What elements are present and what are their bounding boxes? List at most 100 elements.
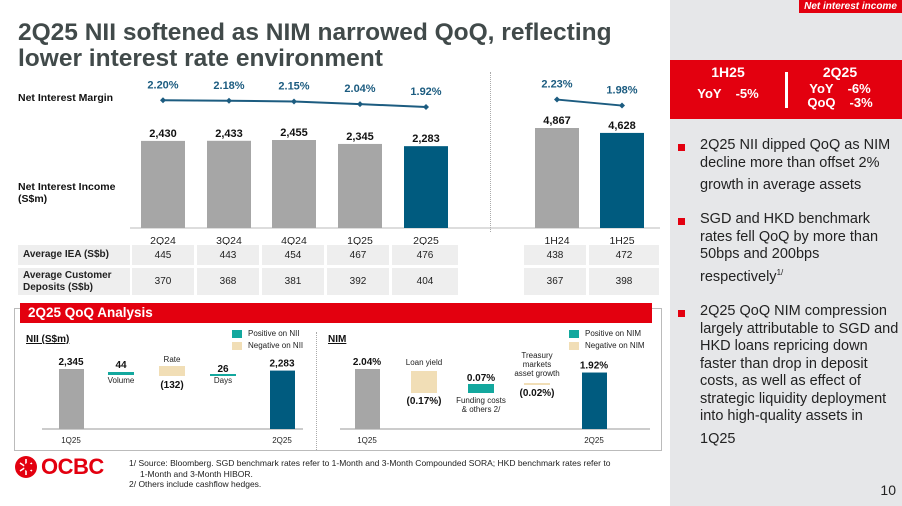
x-tick-label: 1Q25 <box>357 436 377 445</box>
kpi-2q25-header: 2Q25 <box>822 64 858 80</box>
x-tick-label: 1H25 <box>609 235 634 245</box>
kpi-label: YoY <box>697 86 722 101</box>
nim-axis-label: Net Interest Margin <box>18 92 114 104</box>
legend-negative: Negative on NIM <box>569 341 645 350</box>
nii-bar-1H25 <box>600 132 644 228</box>
swatch-icon <box>232 329 242 338</box>
qoq-waterfall-charts: 2,345 1Q25 2,283 2Q25 44 Volume Rate (132) 26Day… <box>42 351 650 445</box>
nii-value-label: 4,628 <box>608 120 636 132</box>
page-number: 10 <box>880 482 896 498</box>
nim-total-label: 1.92% <box>580 361 608 372</box>
nim-loan-yield-bar <box>411 371 437 393</box>
table-cell: 368 <box>197 268 259 295</box>
bullet-text: SGD and HKD benchmark rates fell QoQ by … <box>700 211 879 285</box>
nii-total-bar <box>59 369 84 429</box>
x-tick-label: 4Q24 <box>281 235 307 245</box>
nim-value-label: 1.98% <box>606 85 637 97</box>
nii-days-value: 26 <box>217 364 229 375</box>
nim-treasury-value: (0.02%) <box>519 388 554 399</box>
nim-total-bar <box>355 369 380 429</box>
x-tick-label: 1Q25 <box>347 235 373 245</box>
nii-legend: Positive on NII Negative on NII <box>232 329 303 353</box>
footnote-1: 1/ Source: Bloomberg. SGD benchmark rate… <box>129 458 611 468</box>
x-tick-label: 3Q24 <box>216 235 242 245</box>
table-cell: 472 <box>589 245 659 265</box>
table-row-header: Average IEA (S$b) <box>18 245 130 265</box>
nim-treasury-label: Treasury <box>521 351 552 360</box>
qoq-separator <box>316 332 317 450</box>
table-cell: 398 <box>589 268 659 295</box>
bullet-item: SGD and HKD benchmark rates fell QoQ by … <box>678 211 900 286</box>
ocbc-emblem-icon <box>15 456 37 478</box>
qoq-analysis-title: 2Q25 QoQ Analysis <box>20 303 652 323</box>
kpi-value: -3% <box>849 95 873 110</box>
nim-loan-yield-label: Loan yield <box>406 358 442 367</box>
x-tick-label: 2Q25 <box>413 235 439 245</box>
nii-nim-chart: 2,430 2Q24 2,433 3Q24 2,455 4Q24 2,345 1Q25 2,28… <box>130 79 660 245</box>
nim-legend: Positive on NIM Negative on NIM <box>569 329 645 353</box>
x-tick-label: 1H24 <box>544 235 569 245</box>
nii-value-label: 4,867 <box>543 115 571 127</box>
nim-line <box>556 98 623 107</box>
nii-value-label: 2,345 <box>346 131 374 143</box>
nim-point <box>357 101 363 108</box>
kpi-1h25-yoy: YoY -5% <box>678 87 778 101</box>
legend-negative: Negative on NII <box>232 341 303 350</box>
nim-funding-bar <box>468 384 494 393</box>
nim-treasury-label: asset growth <box>514 369 559 378</box>
page-title: 2Q25 NII softened as NIM narrowed QoQ, r… <box>18 19 612 72</box>
nii-value-label: 2,433 <box>215 128 243 140</box>
nim-waterfall-title: NIM <box>328 334 347 345</box>
nii-value-label: 2,283 <box>412 133 440 145</box>
nim-point <box>226 97 232 104</box>
footnotes: 1/ Source: Bloomberg. SGD benchmark rate… <box>129 458 649 490</box>
kpi-label: QoQ <box>807 95 836 110</box>
kpi-1h25: 1H25 YoY -5% <box>678 64 778 101</box>
nim-value-label: 2.18% <box>213 80 244 92</box>
table-cell: 370 <box>132 268 194 295</box>
nii-volume-bar <box>108 372 134 375</box>
x-tick-label: 2Q25 <box>272 436 292 445</box>
nii-value-label: 2,430 <box>149 128 177 140</box>
legend-positive: Positive on NIM <box>569 329 645 338</box>
bullet-item: 2Q25 NII dipped QoQ as NIM decline more … <box>678 137 900 194</box>
nim-total-bar <box>582 372 607 429</box>
nim-treasury-label: markets <box>523 360 551 369</box>
footnote-2: 2/ Others include cashflow hedges. <box>129 479 262 489</box>
x-tick-label: 2Q24 <box>150 235 176 245</box>
nii-value-label: 2,455 <box>280 127 308 139</box>
nii-days-bar <box>210 374 236 376</box>
nii-volume-value: 44 <box>115 360 127 371</box>
table-cell: 445 <box>132 245 194 265</box>
nii-total-bar <box>270 370 295 429</box>
table-cell: 438 <box>524 245 586 265</box>
nii-total-label: 2,283 <box>269 359 294 370</box>
nim-point <box>423 104 429 110</box>
nii-volume-label: Volume <box>108 376 135 385</box>
table-cell: 467 <box>327 245 389 265</box>
kpi-1h25-header: 1H25 <box>711 64 745 80</box>
kpi-2q25-yoy: YoY -6% <box>790 82 890 96</box>
nim-value-label: 2.15% <box>278 80 309 92</box>
nii-bar-3Q24 <box>207 140 251 228</box>
nii-bar-1H24 <box>535 128 579 228</box>
nim-funding-label: & others 2/ <box>462 405 501 414</box>
table-cell: 392 <box>327 268 389 295</box>
section-tag: Net interest income <box>799 0 902 13</box>
kpi-value: -6% <box>847 81 871 96</box>
nim-value-label: 2.04% <box>344 83 375 95</box>
nim-point <box>291 98 297 105</box>
table-row-header: Average Customer Deposits (S$b) <box>18 268 130 295</box>
nii-total-label: 2,345 <box>58 357 83 368</box>
swatch-icon <box>569 329 579 338</box>
nii-bar-2Q24 <box>141 140 185 228</box>
bullet-text: 2Q25 QoQ NIM compression largely attribu… <box>700 303 899 447</box>
table-cell: 476 <box>392 245 458 265</box>
footnote-1-cont: 1-Month and 3-Month HIBOR. <box>140 468 253 479</box>
nim-loan-yield-value: (0.17%) <box>406 396 441 407</box>
bullet-marker-icon <box>678 144 685 151</box>
nim-treasury-bar <box>524 383 550 385</box>
kpi-value: -5% <box>735 86 759 101</box>
nim-value-label: 1.92% <box>410 86 441 98</box>
table-cell: 454 <box>262 245 324 265</box>
